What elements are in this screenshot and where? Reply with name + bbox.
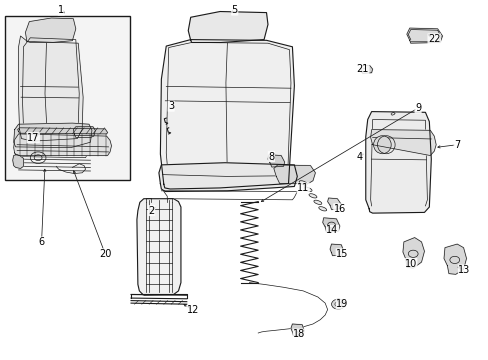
- Text: 2: 2: [148, 206, 154, 216]
- Polygon shape: [322, 218, 339, 232]
- Polygon shape: [14, 123, 92, 148]
- Polygon shape: [360, 66, 372, 73]
- Polygon shape: [159, 163, 297, 192]
- Polygon shape: [267, 155, 284, 167]
- Text: 4: 4: [356, 152, 362, 162]
- Text: 16: 16: [333, 204, 346, 214]
- Ellipse shape: [304, 187, 311, 192]
- Polygon shape: [188, 12, 267, 42]
- Polygon shape: [18, 128, 107, 134]
- Text: 8: 8: [268, 152, 274, 162]
- Ellipse shape: [313, 200, 321, 204]
- Text: 1: 1: [58, 5, 64, 15]
- Text: 12: 12: [186, 305, 199, 315]
- Polygon shape: [19, 36, 83, 141]
- Polygon shape: [290, 324, 304, 336]
- Text: 10: 10: [404, 258, 416, 269]
- Text: 19: 19: [335, 299, 348, 309]
- Polygon shape: [25, 18, 76, 42]
- Text: 15: 15: [335, 249, 348, 259]
- Polygon shape: [329, 244, 343, 256]
- Polygon shape: [14, 134, 111, 156]
- Bar: [5, 16, 129, 180]
- Polygon shape: [406, 28, 442, 43]
- Text: 5: 5: [231, 5, 237, 15]
- Ellipse shape: [299, 181, 306, 185]
- Polygon shape: [73, 127, 95, 138]
- Text: 7: 7: [453, 140, 459, 150]
- Polygon shape: [160, 40, 294, 189]
- Text: 14: 14: [325, 225, 338, 235]
- Ellipse shape: [308, 194, 316, 198]
- Polygon shape: [273, 165, 315, 184]
- Text: 9: 9: [414, 103, 420, 113]
- Text: 20: 20: [99, 249, 111, 259]
- Circle shape: [331, 299, 345, 309]
- Polygon shape: [443, 244, 466, 274]
- Ellipse shape: [318, 207, 326, 211]
- Text: 13: 13: [457, 265, 470, 275]
- Polygon shape: [370, 130, 435, 156]
- Text: 17: 17: [27, 132, 40, 143]
- Polygon shape: [402, 238, 424, 268]
- Text: 18: 18: [292, 329, 305, 339]
- Polygon shape: [137, 199, 181, 295]
- Text: 6: 6: [39, 237, 44, 247]
- Text: 22: 22: [427, 34, 440, 44]
- Text: 11: 11: [296, 183, 309, 193]
- Text: 3: 3: [168, 101, 174, 111]
- Ellipse shape: [373, 136, 390, 154]
- Text: 21: 21: [356, 64, 368, 74]
- Polygon shape: [365, 112, 430, 213]
- Polygon shape: [327, 198, 341, 210]
- Polygon shape: [13, 155, 23, 168]
